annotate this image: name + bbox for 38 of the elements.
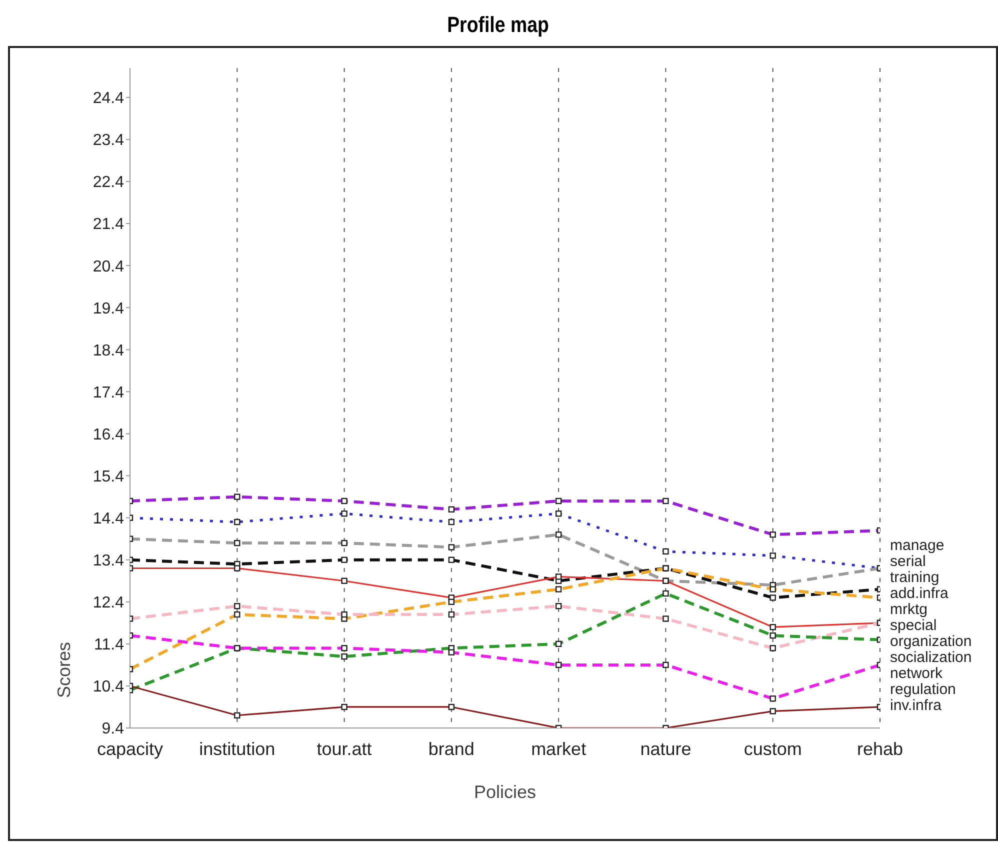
text: serial [890,553,926,570]
text: socialization [890,649,973,666]
y-tick-label: 19.4 [92,300,124,318]
y-tick-label: 11.4 [94,636,124,654]
x-tick-label: tour.att [316,738,372,759]
x-tick-label: custom [744,738,802,759]
x-tick-label: brand [428,738,474,759]
y-tick-label: 21.4 [92,216,124,234]
text: manage [890,537,946,554]
x-tick-label: rehab [856,738,904,759]
x-tick-label: capacity [96,738,164,759]
text: mrktg [890,601,928,618]
y-tick-label: 23.4 [92,132,124,150]
y-tick-label: 18.4 [92,342,124,360]
y-tick-label: 14.4 [92,510,124,528]
y-tick-label: 13.4 [92,552,124,570]
text: regulation [890,681,957,698]
y-tick-label: 24.4 [92,90,124,108]
y-axis-title: Scores [54,642,74,698]
text: inv.infra [890,697,942,714]
y-tick-label: 17.4 [92,384,124,402]
text: training [890,569,940,586]
chart-title: Profile map [446,11,550,39]
y-tick-label: 10.4 [92,678,124,696]
y-tick-label: 15.4 [92,468,124,486]
x-tick-label: institution [199,738,276,759]
y-tick-label: 12.4 [92,594,124,612]
y-tick-label: 16.4 [92,426,124,444]
text: special [890,617,938,634]
y-tick-label: 9.4 [102,720,124,738]
x-tick-label: nature [640,738,692,759]
text: add.infra [890,585,950,602]
text: network [890,665,944,682]
y-tick-label: 20.4 [92,258,124,276]
y-tick-label: 22.4 [92,174,124,192]
x-tick-label: market [531,738,586,759]
x-axis-title: Policies [474,782,536,802]
text: organization [890,633,973,650]
